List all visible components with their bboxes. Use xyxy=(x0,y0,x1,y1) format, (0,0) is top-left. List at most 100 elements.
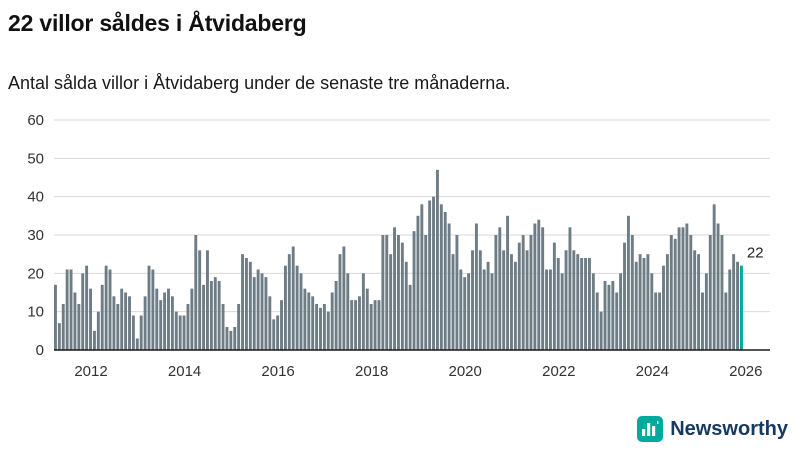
bar xyxy=(61,304,65,350)
bar xyxy=(397,235,400,350)
bar xyxy=(533,223,537,350)
bar xyxy=(720,235,724,350)
bar xyxy=(319,307,322,350)
bar xyxy=(92,330,96,350)
bar xyxy=(322,304,326,350)
bar xyxy=(139,315,143,350)
bar xyxy=(669,235,673,350)
bar xyxy=(96,311,100,350)
bar xyxy=(424,235,428,350)
bar xyxy=(346,273,350,350)
bar xyxy=(369,304,373,350)
bar xyxy=(724,292,728,350)
bar xyxy=(704,273,708,350)
bar xyxy=(128,296,131,350)
bar xyxy=(619,273,623,350)
bar xyxy=(334,281,338,350)
bar xyxy=(638,254,642,350)
x-axis-tick-label: 2024 xyxy=(636,363,669,380)
x-axis-tick-label: 2016 xyxy=(261,363,294,380)
bar xyxy=(517,242,521,350)
bar xyxy=(736,261,739,350)
bar xyxy=(260,273,264,350)
bar xyxy=(603,281,607,350)
bar xyxy=(545,269,549,350)
bar xyxy=(241,254,244,350)
bar xyxy=(287,254,291,350)
bar xyxy=(147,265,151,350)
bar xyxy=(685,223,689,350)
bar xyxy=(186,304,190,350)
bar xyxy=(428,200,432,350)
bar xyxy=(389,254,393,350)
bar xyxy=(634,261,638,350)
bar xyxy=(373,300,377,350)
brand-name: Newsworthy xyxy=(670,417,788,440)
y-axis-tick-label: 20 xyxy=(27,265,44,282)
y-axis-tick-label: 50 xyxy=(27,150,44,167)
bar xyxy=(256,269,260,350)
bar xyxy=(393,227,396,350)
y-axis-tick-label: 30 xyxy=(27,227,44,244)
bar xyxy=(506,215,510,350)
bar xyxy=(135,338,139,350)
bar xyxy=(213,277,217,350)
bar xyxy=(354,300,358,350)
bar xyxy=(326,311,330,350)
bar xyxy=(471,250,474,350)
bar xyxy=(451,254,455,350)
bar xyxy=(697,254,701,350)
bar xyxy=(291,246,295,350)
bar xyxy=(642,258,646,350)
bar xyxy=(572,250,576,350)
bar xyxy=(552,242,556,350)
bar xyxy=(280,300,283,350)
bar xyxy=(564,250,568,350)
bar xyxy=(455,235,459,350)
bar xyxy=(338,254,342,350)
bar xyxy=(198,250,202,350)
bar xyxy=(221,304,225,350)
bar xyxy=(233,327,237,350)
bar xyxy=(658,292,662,350)
bar xyxy=(143,296,147,350)
bar xyxy=(295,265,299,350)
bar xyxy=(728,269,732,350)
y-axis-tick-label: 10 xyxy=(27,304,44,321)
bar xyxy=(474,223,478,350)
bar xyxy=(311,296,315,350)
bar xyxy=(525,250,529,350)
bar xyxy=(556,258,560,350)
bar xyxy=(167,288,170,350)
bar xyxy=(576,254,580,350)
bar xyxy=(315,304,319,350)
bar xyxy=(264,277,268,350)
bar xyxy=(665,254,669,350)
bar xyxy=(482,269,486,350)
bar xyxy=(248,261,252,350)
bar xyxy=(654,292,658,350)
bar xyxy=(560,273,564,350)
bar xyxy=(330,292,334,350)
bar xyxy=(630,235,634,350)
bar xyxy=(81,273,85,350)
chart-subtitle: Antal sålda villor i Åtvidaberg under de… xyxy=(8,73,511,93)
bar xyxy=(131,315,135,350)
bar xyxy=(112,296,116,350)
bar xyxy=(412,231,416,350)
x-axis-tick-label: 2026 xyxy=(729,363,762,380)
bar xyxy=(182,315,186,350)
bar xyxy=(510,254,513,350)
bar xyxy=(229,330,233,350)
x-axis-tick-label: 2020 xyxy=(449,363,482,380)
x-axis-tick-label: 2018 xyxy=(355,363,388,380)
bar xyxy=(381,235,385,350)
bar xyxy=(650,273,654,350)
bar xyxy=(677,227,681,350)
brand-footer: Newsworthy xyxy=(637,416,788,442)
bar xyxy=(299,273,303,350)
bar xyxy=(365,288,369,350)
bar xyxy=(584,258,587,350)
bar xyxy=(174,311,178,350)
